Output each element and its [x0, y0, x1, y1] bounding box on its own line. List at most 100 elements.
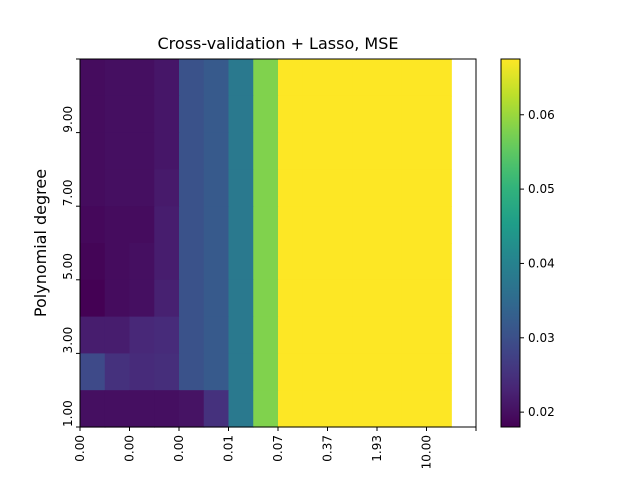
heatmap-cell — [278, 279, 304, 318]
heatmap-cell — [426, 132, 452, 170]
heatmap-cell — [253, 206, 279, 244]
heatmap-cell — [426, 59, 452, 97]
heatmap-cell — [104, 95, 131, 134]
heatmap-cell — [80, 243, 106, 281]
heatmap-cell — [179, 206, 205, 244]
heatmap-cell — [129, 169, 155, 207]
heatmap-cell — [228, 353, 254, 391]
heatmap-cell — [302, 95, 329, 134]
colorbar-tick-label: 0.02 — [528, 405, 555, 419]
y-tick-label: 3.00 — [61, 327, 75, 354]
heatmap-cell — [80, 279, 106, 318]
y-tick-label: 5.00 — [61, 253, 75, 280]
heatmap-cell — [278, 59, 304, 97]
heatmap-cell — [253, 169, 279, 207]
heatmap-cell — [401, 206, 428, 244]
heatmap-cell — [352, 279, 378, 318]
heatmap-cell — [203, 169, 230, 207]
heatmap-cell — [352, 243, 378, 281]
heatmap-cell — [426, 353, 452, 391]
heatmap-cell — [203, 132, 230, 170]
heatmap-cell — [377, 169, 403, 207]
heatmap-cell — [401, 132, 428, 170]
heatmap-cell — [154, 316, 180, 354]
heatmap-cell — [401, 95, 428, 134]
heatmap-cell — [104, 316, 131, 354]
heatmap-cell — [129, 243, 155, 281]
heatmap-cell — [302, 316, 329, 354]
heatmap-cell — [179, 279, 205, 318]
heatmap-cell — [80, 59, 106, 97]
heatmap-cell — [327, 206, 353, 244]
heatmap-cell — [179, 243, 205, 281]
heatmap-cell — [352, 316, 378, 354]
y-axis-ticks: 1.00 3.00 5.00 7.00 9.00 — [61, 58, 80, 428]
heatmap-cell — [401, 59, 428, 97]
heatmap-cell — [401, 243, 428, 281]
heatmap-cell — [228, 206, 254, 244]
heatmap-cell — [179, 95, 205, 134]
heatmap-cell — [203, 243, 230, 281]
heatmap-cell — [203, 353, 230, 391]
heatmap-cell — [228, 390, 254, 428]
colorbar-tick-label: 0.06 — [528, 108, 555, 122]
heatmap-cell — [278, 390, 304, 428]
chart-title: Cross-validation + Lasso, MSE — [158, 34, 399, 53]
heatmap-cell — [179, 132, 205, 170]
heatmap-cell — [104, 132, 131, 170]
heatmap-cell — [377, 390, 403, 428]
x-tick-label: 0.07 — [271, 435, 285, 462]
heatmap-cell — [129, 316, 155, 354]
heatmap-cell — [426, 95, 452, 134]
heatmap-cell — [426, 206, 452, 244]
heatmap-cell — [327, 169, 353, 207]
heatmap-cell — [327, 243, 353, 281]
x-axis-ticks: 0.00 0.00 0.00 0.01 0.07 0.37 1.93 10.00 — [73, 427, 477, 469]
heatmap-cell — [377, 316, 403, 354]
heatmap-cell — [80, 169, 106, 207]
heatmap-cell — [426, 243, 452, 281]
heatmap-cell — [377, 279, 403, 318]
heatmap-cell — [377, 353, 403, 391]
heatmap-cell — [154, 169, 180, 207]
heatmap-cell — [426, 279, 452, 318]
x-tick-label: 0.00 — [73, 435, 87, 462]
heatmap-cell — [80, 95, 106, 134]
heatmap-cell — [327, 390, 353, 428]
x-tick-label: 0.37 — [321, 435, 335, 462]
heatmap-cell — [129, 132, 155, 170]
heatmap-cell — [179, 390, 205, 428]
heatmap-cell — [377, 132, 403, 170]
heatmap-cell — [401, 316, 428, 354]
heatmap-cell — [377, 243, 403, 281]
heatmap-cell — [377, 206, 403, 244]
heatmap-cell — [401, 169, 428, 207]
heatmap-cell — [302, 353, 329, 391]
y-tick-label: 1.00 — [61, 400, 75, 427]
heatmap-cell — [179, 59, 205, 97]
x-tick-label: 10.00 — [420, 435, 434, 469]
heatmap-cell — [80, 316, 106, 354]
heatmap-cell — [179, 353, 205, 391]
heatmap-cell — [104, 169, 131, 207]
heatmap-cell — [426, 316, 452, 354]
heatmap-cell — [104, 390, 131, 428]
y-axis-label: Polynomial degree — [31, 169, 50, 317]
x-tick-label: 0.01 — [222, 435, 236, 462]
heatmap-cell — [179, 169, 205, 207]
heatmap-cell — [154, 95, 180, 134]
heatmap-cell — [203, 316, 230, 354]
heatmap-cell — [129, 95, 155, 134]
heatmap-cell — [228, 132, 254, 170]
heatmap-cells — [80, 59, 452, 428]
heatmap-cell — [302, 206, 329, 244]
heatmap-cell — [228, 95, 254, 134]
heatmap-cell — [352, 59, 378, 97]
heatmap-cell — [179, 316, 205, 354]
heatmap-cell — [377, 95, 403, 134]
heatmap-cell — [154, 59, 180, 97]
colorbar-tick-label: 0.04 — [528, 256, 555, 270]
heatmap-cell — [253, 95, 279, 134]
heatmap-cell — [253, 59, 279, 97]
